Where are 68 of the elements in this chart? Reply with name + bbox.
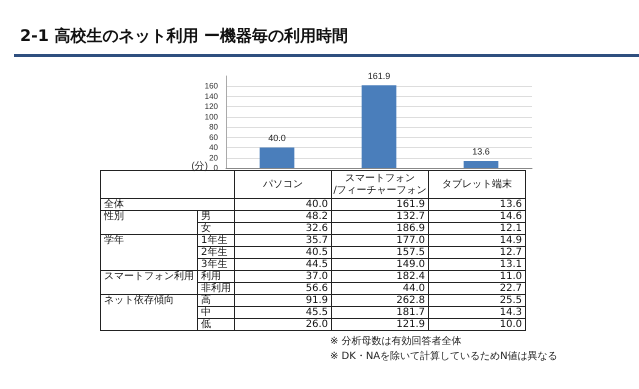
data-label: 132.7	[332, 210, 428, 222]
y2-tick-label: 中	[198, 306, 234, 318]
x-tick-label: スマートフォン /フィーチャーフォン	[332, 170, 428, 198]
data-label: 22.7	[428, 282, 526, 294]
y-tick-label: 160	[204, 82, 219, 91]
bar	[260, 148, 294, 168]
chart-title: 2-1 高校生のネット利用 ー機器毎の利用時間	[20, 26, 348, 47]
data-label: 182.4	[332, 270, 428, 282]
y2-tick-label: 利用	[198, 270, 234, 282]
data-label: 40.0	[234, 198, 332, 210]
data-label: 32.6	[234, 222, 332, 234]
data-label: 12.7	[428, 246, 526, 258]
data-label: 121.9	[332, 318, 428, 330]
data-label: 14.3	[428, 306, 526, 318]
y-tick-label: 40	[209, 143, 219, 152]
data-label: 37.0	[234, 270, 332, 282]
data-label: 91.9	[234, 294, 332, 306]
data-label: 161.9	[368, 70, 390, 81]
y2-tick-label: 3年生	[198, 258, 234, 270]
data-label: 56.6	[234, 282, 332, 294]
data-label: 10.0	[428, 318, 526, 330]
y2-tick-label: 1年生	[198, 234, 234, 246]
y-tick-label: 20	[209, 153, 219, 162]
data-label: 181.7	[332, 306, 428, 318]
y-tick-label: 100	[204, 112, 219, 122]
y-tick-label: 性別	[100, 210, 198, 234]
text: ※ DK・NAを除いて計算しているためN値は異なる	[330, 350, 558, 364]
y-tick-label: 学年	[100, 234, 198, 270]
data-label: 149.0	[332, 258, 428, 270]
data-label: 186.9	[332, 222, 428, 234]
x-tick-label: タブレット端末	[428, 170, 526, 198]
data-label: 11.0	[428, 270, 526, 282]
x-tick-label: パソコン	[234, 170, 332, 198]
y2-tick-label: 非利用	[198, 282, 234, 294]
y-tick-label: 80	[209, 122, 219, 132]
data-label: 161.9	[332, 198, 428, 210]
y2-tick-label: 女	[198, 222, 234, 234]
data-label: 35.7	[234, 234, 332, 246]
data-label: 177.0	[332, 234, 428, 246]
data-label: 40.0	[268, 133, 286, 144]
data-label: 14.6	[428, 210, 526, 222]
data-label: 12.1	[428, 222, 526, 234]
data-label: 14.9	[428, 234, 526, 246]
data-label: 40.5	[234, 246, 332, 258]
data-label: 44.5	[234, 258, 332, 270]
y-tick-label: 全体	[100, 198, 234, 210]
y-tick-label: スマートフォン利用	[100, 270, 198, 294]
y2-tick-label: 男	[198, 210, 234, 222]
data-label: 48.2	[234, 210, 332, 222]
bar	[464, 161, 498, 168]
y-tick-label: 60	[209, 132, 219, 142]
data-label: 26.0	[234, 318, 332, 330]
data-label: 13.6	[428, 198, 526, 210]
text: ※ 分析母数は有効回答者全体	[330, 334, 463, 349]
y-tick-label: 120	[204, 102, 219, 112]
data-label: 45.5	[234, 306, 332, 318]
y-tick-label: ネット依存傾向	[100, 294, 198, 330]
data-label: 13.6	[472, 146, 490, 157]
y2-tick-label: 高	[198, 294, 234, 306]
y2-tick-label: 低	[198, 318, 234, 330]
data-label: 13.1	[428, 258, 526, 270]
data-label: 25.5	[428, 294, 526, 306]
data-label: 44.0	[332, 282, 428, 294]
y2-tick-label: 2年生	[198, 246, 234, 258]
bar	[362, 85, 396, 168]
data-label: 262.8	[332, 294, 428, 306]
y-tick-label: 140	[204, 92, 219, 101]
data-label: 157.5	[332, 246, 428, 258]
